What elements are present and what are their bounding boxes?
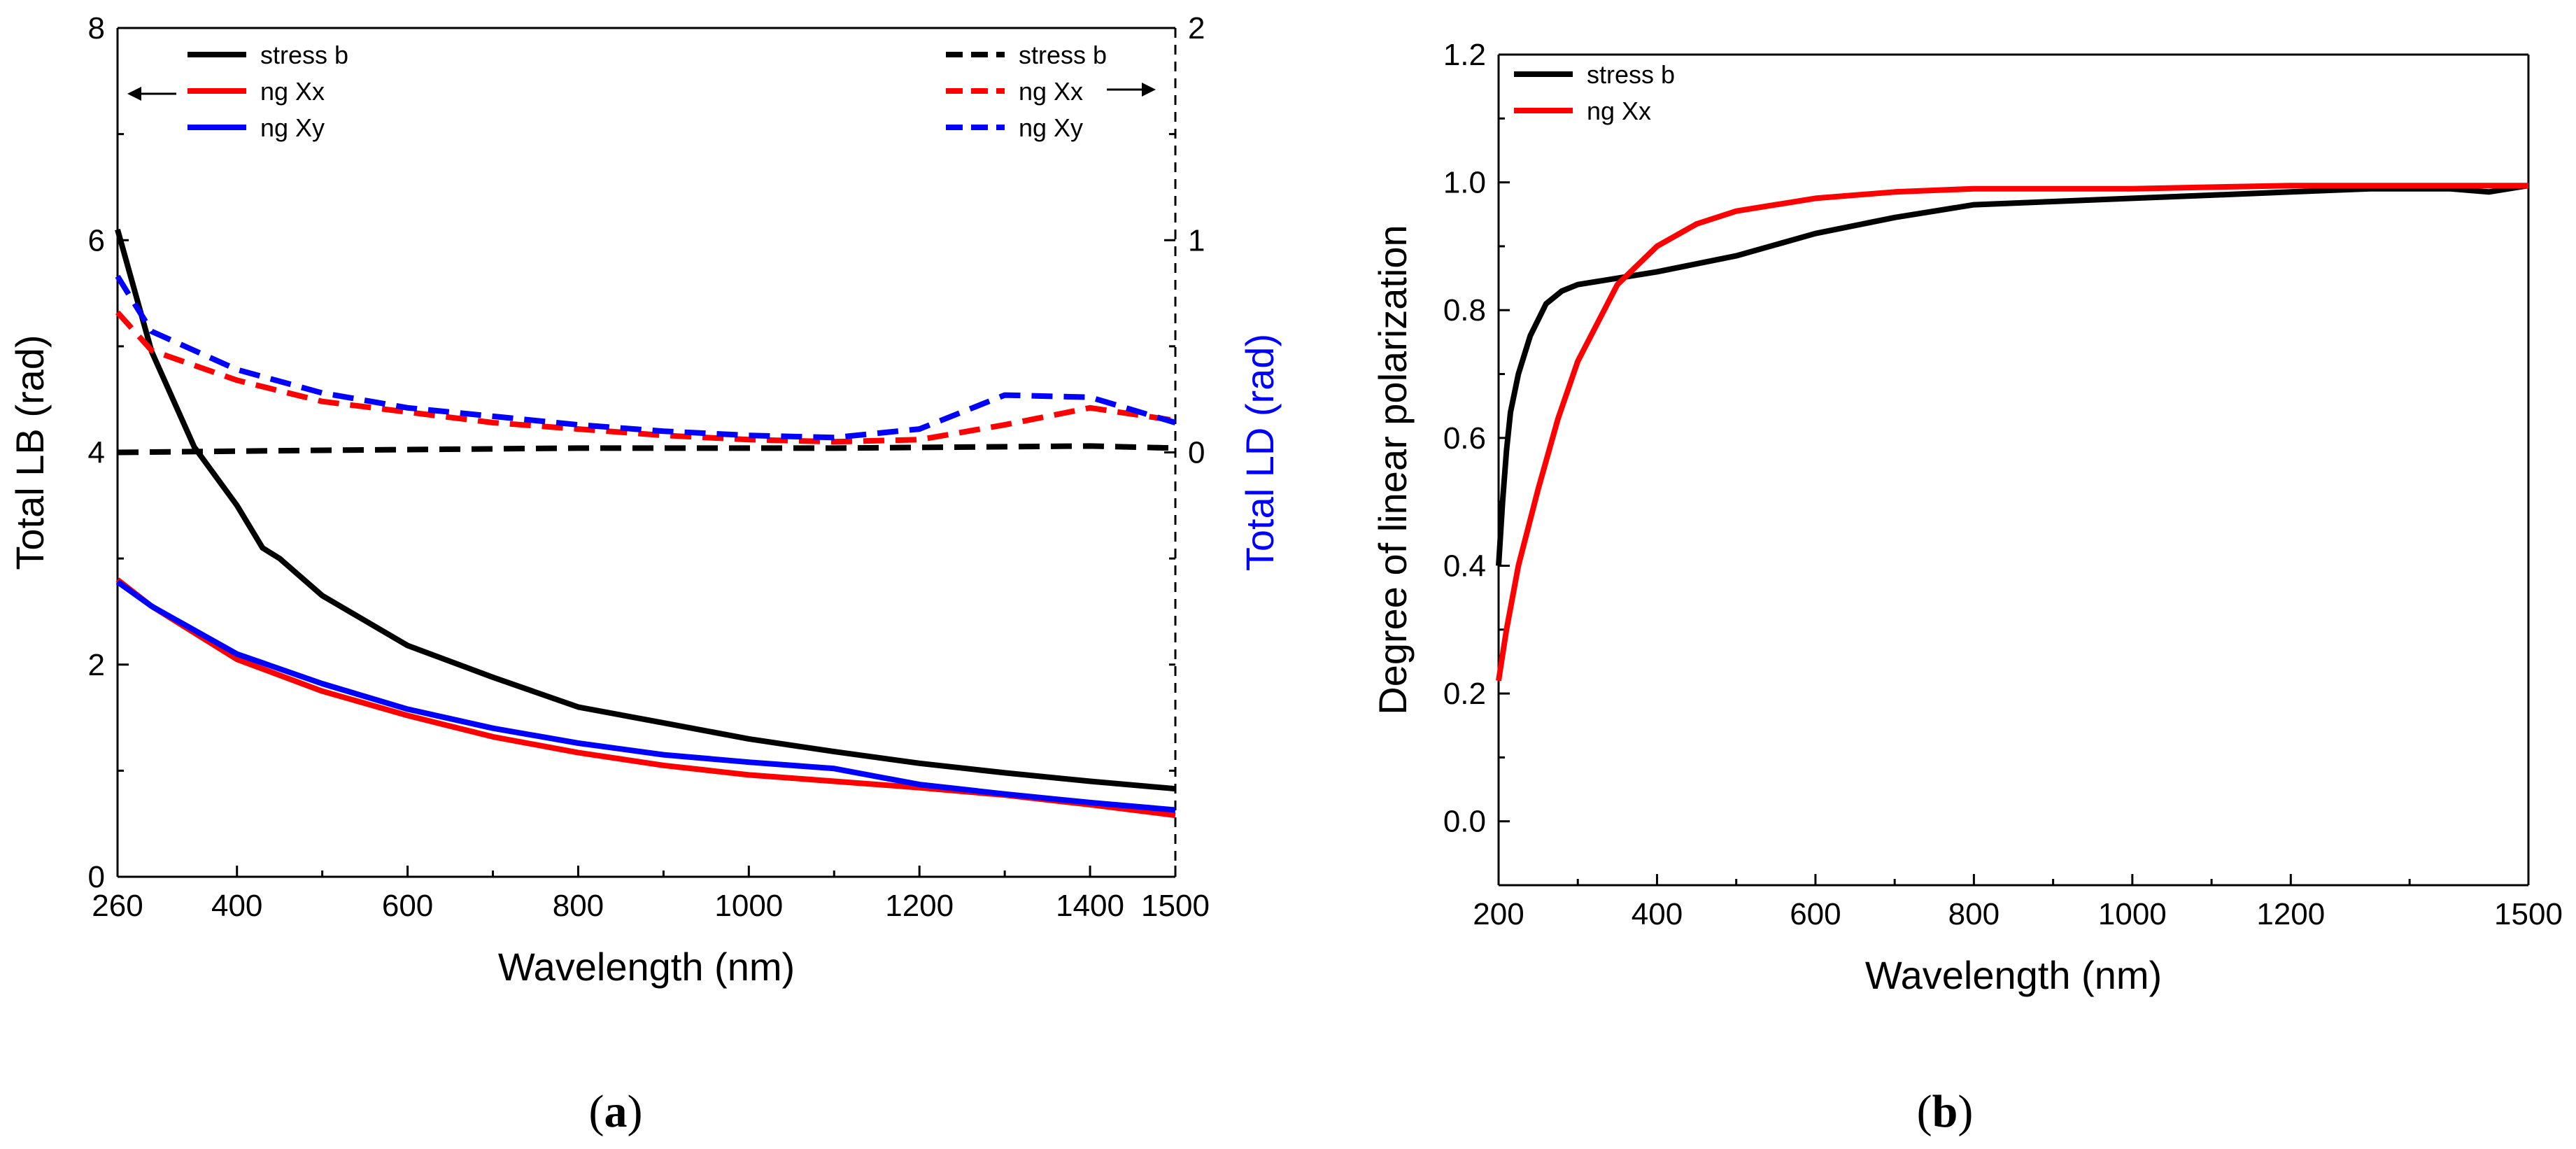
caption-open: (: [589, 1086, 604, 1137]
x-tick-label: 1000: [714, 889, 783, 923]
y-tick-label: 0.6: [1443, 421, 1486, 456]
panel-b: 200 400 600 800 1000 1200 1500 0.0 0.2 0.4 0.6 0.8 1…: [1371, 38, 2563, 1137]
legend-label: ng Xy: [260, 113, 325, 142]
panel-a: 260 400 600 800 1000 1200 1400 1500 0 2 4 6 8 0 1 2 Wave…: [8, 11, 1282, 1137]
x-tick-label: 1000: [2098, 897, 2167, 931]
x-tick-label: 200: [1473, 897, 1524, 931]
x-tick-label: 1200: [2256, 897, 2325, 931]
x-tick-label: 260: [92, 889, 143, 923]
legend-label: ng Xx: [260, 77, 325, 106]
right-axis-arrow-head: [1142, 83, 1156, 97]
y-tick-label: 2: [88, 648, 105, 682]
series-line-stress-b: [1496, 183, 2529, 566]
x-tick-label: 600: [382, 889, 433, 923]
x-tick-label: 1500: [1141, 889, 1210, 923]
caption-close: ): [628, 1086, 643, 1137]
series-line-stress-b-left: [115, 229, 1176, 792]
legend-label: stress b: [1019, 41, 1107, 69]
y-tick-label: 0.8: [1443, 293, 1486, 327]
legend-label: ng Xx: [1587, 97, 1651, 125]
y-right-tick-label: 2: [1188, 11, 1205, 45]
x-tick-label: 1200: [885, 889, 954, 923]
series-line-ng-xx-left: [115, 577, 1176, 819]
x-axis-label: Wavelength (nm): [1865, 953, 2162, 997]
y-tick-label: 1.0: [1443, 166, 1486, 200]
x-tick-label: 1400: [1056, 889, 1124, 923]
y-tick-label: 4: [88, 436, 105, 470]
y-tick-label: 0.0: [1443, 805, 1486, 839]
panel-caption: (b): [1917, 1086, 1974, 1137]
y-right-tick-label: 1: [1188, 223, 1205, 258]
legend-label: stress b: [260, 41, 348, 69]
series-line-stress-b-right: [117, 443, 1176, 456]
x-tick-label: 800: [553, 889, 604, 923]
legend-label: ng Xy: [1019, 113, 1083, 142]
caption-open: (: [1917, 1086, 1932, 1137]
series-line-ng-xy-right: [115, 274, 1177, 441]
caption-close: ): [1958, 1086, 1973, 1137]
y-tick-label: 0: [88, 860, 105, 894]
y-tick-label: 8: [88, 11, 105, 45]
y-tick-label: 1.2: [1443, 38, 1486, 72]
x-tick-label: 800: [1948, 897, 2000, 931]
x-tick-label: 400: [1632, 897, 1683, 931]
caption-letter: b: [1932, 1086, 1958, 1137]
series-line-ng-xy-left: [115, 579, 1176, 813]
caption-letter: a: [604, 1086, 628, 1137]
y-axis-label: Degree of linear polarization: [1371, 225, 1415, 714]
x-tick-label: 1500: [2494, 897, 2563, 931]
legend-label: stress b: [1587, 60, 1675, 89]
legend-label: ng Xx: [1019, 77, 1083, 106]
x-axis-label: Wavelength (nm): [498, 945, 795, 989]
x-tick-label: 600: [1790, 897, 1841, 931]
y-tick-label: 6: [88, 223, 105, 258]
series-line-ng-xx: [1496, 183, 2528, 682]
series-line-ng-xx-right: [115, 310, 1176, 445]
y-axis-label: Total LB (rad): [8, 334, 52, 570]
x-tick-label: 400: [211, 889, 262, 923]
panel-caption: (a): [589, 1086, 643, 1137]
y-tick-label: 0.2: [1443, 677, 1486, 711]
left-axis-arrow-head: [127, 87, 141, 101]
y-tick-label: 0.4: [1443, 549, 1486, 583]
y-right-axis-label: Total LD (rad): [1238, 334, 1282, 571]
y-right-tick-label: 0: [1188, 436, 1205, 470]
